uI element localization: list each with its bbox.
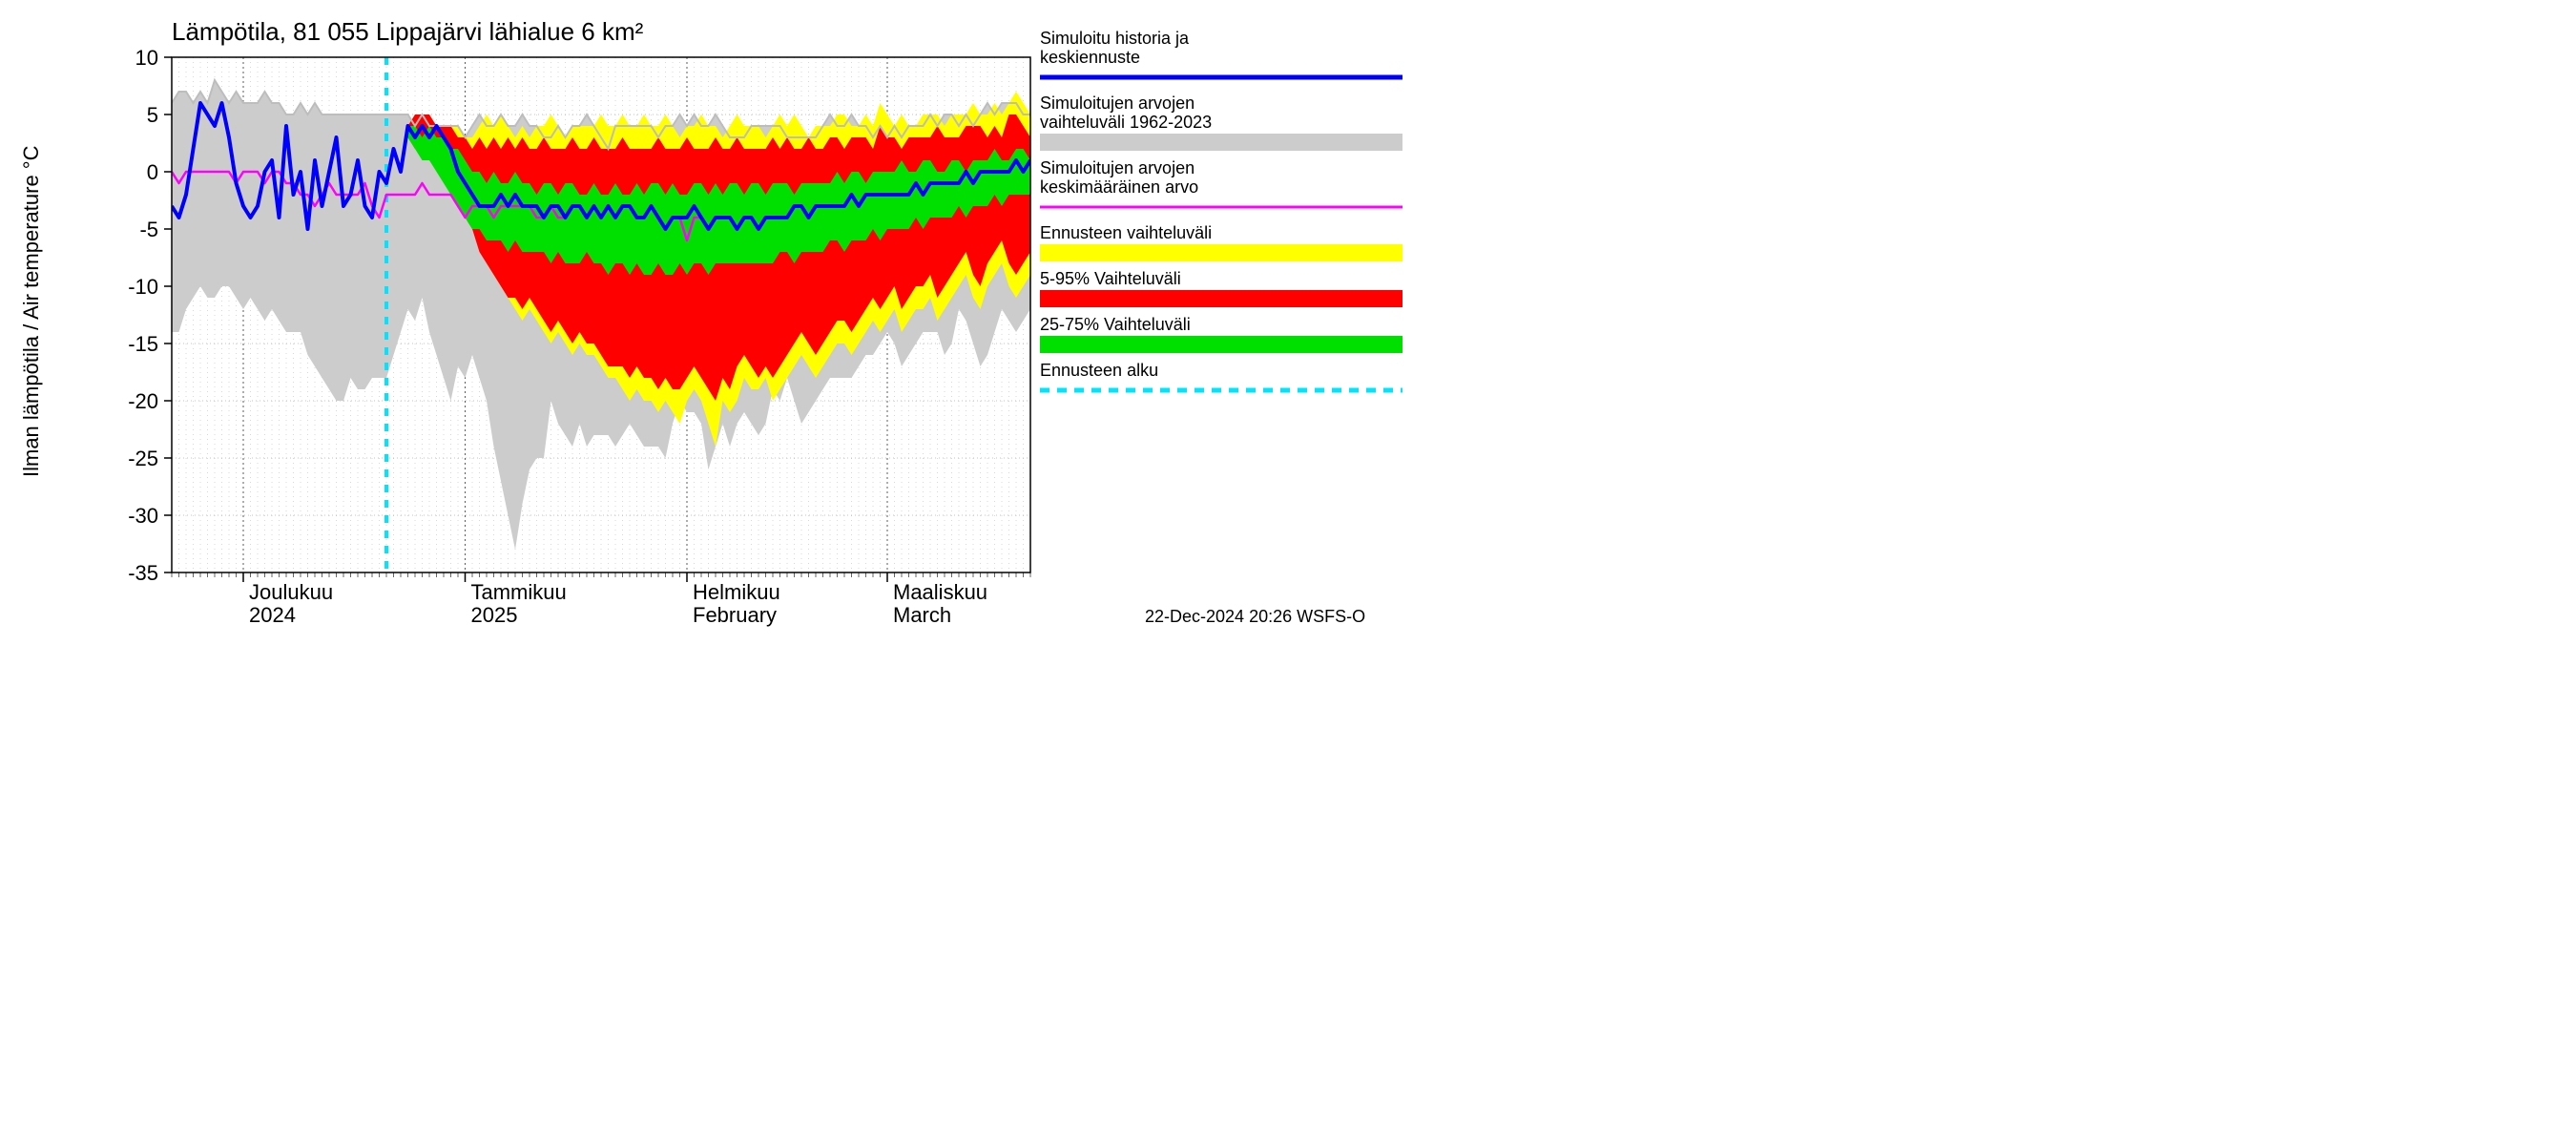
- x-tick-label-1: Helmikuu: [693, 580, 780, 604]
- chart-title: Lämpötila, 81 055 Lippajärvi lähialue 6 …: [172, 17, 644, 46]
- chart-footer: 22-Dec-2024 20:26 WSFS-O: [1145, 607, 1365, 626]
- y-tick-label: -15: [128, 332, 158, 356]
- y-axis-label: Ilman lämpötila / Air temperature °C: [19, 145, 43, 477]
- y-tick-label: -10: [128, 275, 158, 299]
- legend-label: vaihteluväli 1962-2023: [1040, 113, 1212, 132]
- legend-swatch: [1040, 336, 1402, 353]
- x-tick-label-1: Maaliskuu: [893, 580, 987, 604]
- y-tick-label: -30: [128, 504, 158, 528]
- legend-label: 5-95% Vaihteluväli: [1040, 269, 1181, 288]
- x-tick-label-2: March: [893, 603, 951, 627]
- y-tick-label: 10: [135, 46, 158, 70]
- legend-label: 25-75% Vaihteluväli: [1040, 315, 1191, 334]
- y-tick-label: -20: [128, 389, 158, 413]
- legend-swatch: [1040, 134, 1402, 151]
- y-tick-label: -25: [128, 447, 158, 470]
- y-tick-label: -35: [128, 561, 158, 585]
- y-tick-label: 5: [147, 103, 158, 127]
- legend-label: Ennusteen alku: [1040, 361, 1158, 380]
- x-tick-label-2: 2024: [249, 603, 296, 627]
- y-tick-label: 0: [147, 160, 158, 184]
- legend-label: Simuloitu historia ja: [1040, 29, 1190, 48]
- legend-label: keskiennuste: [1040, 48, 1140, 67]
- temperature-forecast-chart: -35 -30 -25 -20 -15 -10 -5 0 5 10 Joulukuu2024 Tamm…: [0, 0, 1431, 639]
- x-tick-label-1: Joulukuu: [249, 580, 333, 604]
- legend-label: Ennusteen vaihteluväli: [1040, 223, 1212, 242]
- legend-label: Simuloitujen arvojen: [1040, 94, 1195, 113]
- x-tick-label-1: Tammikuu: [471, 580, 567, 604]
- y-tick-label: -5: [139, 218, 158, 241]
- legend-swatch: [1040, 244, 1402, 261]
- x-tick-label-2: February: [693, 603, 777, 627]
- legend-label: Simuloitujen arvojen: [1040, 158, 1195, 177]
- x-tick-label-2: 2025: [471, 603, 518, 627]
- legend-swatch: [1040, 290, 1402, 307]
- legend-label: keskimääräinen arvo: [1040, 177, 1198, 197]
